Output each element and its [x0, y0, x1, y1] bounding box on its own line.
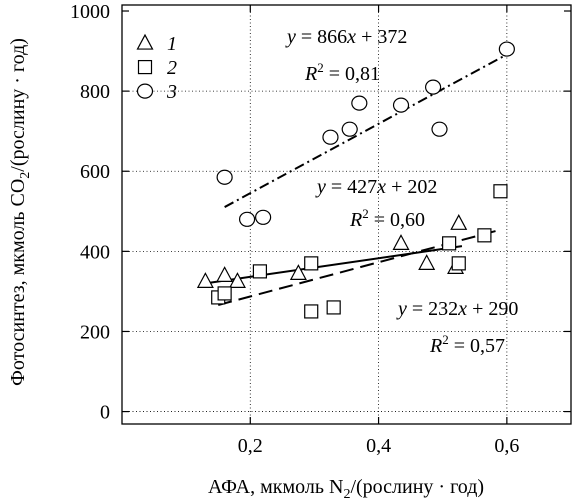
- fit-equation-series-3: y = 866x + 372: [285, 26, 407, 48]
- legend-label-1: 1: [167, 33, 177, 55]
- point-series-1: [392, 234, 410, 250]
- x-tick-label: 0,4: [366, 435, 391, 457]
- point-series-3: [424, 79, 442, 95]
- point-series-1: [216, 266, 234, 282]
- point-series-2: [304, 256, 319, 271]
- point-series-1: [228, 272, 246, 288]
- point-series-2: [442, 236, 457, 251]
- legend: 123: [136, 33, 177, 103]
- point-series-1: [450, 214, 468, 230]
- fit-r2-series-3: R2 = 0,81: [304, 60, 380, 85]
- fit-line-series-1: [205, 245, 463, 285]
- point-series-2: [217, 286, 232, 301]
- legend-label-2: 2: [167, 57, 177, 79]
- point-series-2: [477, 228, 492, 243]
- fit-r2-series-2: R2 = 0,60: [349, 206, 425, 231]
- point-series-2: [326, 300, 341, 315]
- point-series-3: [498, 41, 515, 57]
- fit-line-series-3: [224, 53, 508, 208]
- plot-frame: [121, 4, 572, 425]
- point-series-1: [289, 264, 307, 280]
- point-series-1: [196, 272, 214, 288]
- x-axis-label: АФА, мкмоль N2/(рослину · год): [208, 476, 484, 501]
- point-series-3: [431, 121, 448, 137]
- axis-ticks: 0 200 400 600 800 1000 0,2 0,4 0,6: [70, 1, 571, 457]
- legend-marker-2: [137, 59, 153, 75]
- fit-equations: y = 232x + 290 R2 = 0,57 y = 427x + 202 R2 …: [285, 26, 518, 357]
- legend-marker-1: [136, 33, 154, 50]
- point-series-3: [238, 211, 256, 227]
- y-tick-label: 800: [80, 81, 110, 103]
- y-tick-label: 600: [80, 161, 110, 183]
- point-series-2: [451, 256, 466, 271]
- point-series-3: [255, 209, 272, 225]
- point-series-3: [216, 169, 233, 185]
- point-series-3: [322, 129, 339, 145]
- data-points: [196, 41, 515, 319]
- legend-marker-3: [136, 83, 154, 99]
- y-tick-label: 0: [100, 402, 110, 424]
- fit-r2-series-1: R2 = 0,57: [429, 332, 505, 357]
- point-series-3: [341, 121, 358, 137]
- y-tick-label: 400: [80, 241, 110, 263]
- fit-equation-series-2: y = 427x + 202: [315, 176, 437, 198]
- x-tick-label: 0,6: [494, 435, 519, 457]
- grid: [122, 5, 571, 424]
- point-series-2: [304, 304, 319, 319]
- y-tick-label: 1000: [70, 1, 110, 23]
- y-axis-label: Фотосинтез, мкмоль CO2/(рослину · год): [7, 38, 33, 386]
- point-series-2: [493, 184, 508, 199]
- fit-equation-series-1: y = 232x + 290: [396, 298, 518, 320]
- point-series-1: [418, 254, 436, 270]
- x-tick-label: 0,2: [238, 435, 263, 457]
- point-series-2: [252, 264, 268, 279]
- y-tick-label: 200: [80, 321, 110, 343]
- legend-label-3: 3: [166, 81, 177, 103]
- point-series-3: [392, 97, 410, 113]
- point-series-3: [351, 95, 368, 111]
